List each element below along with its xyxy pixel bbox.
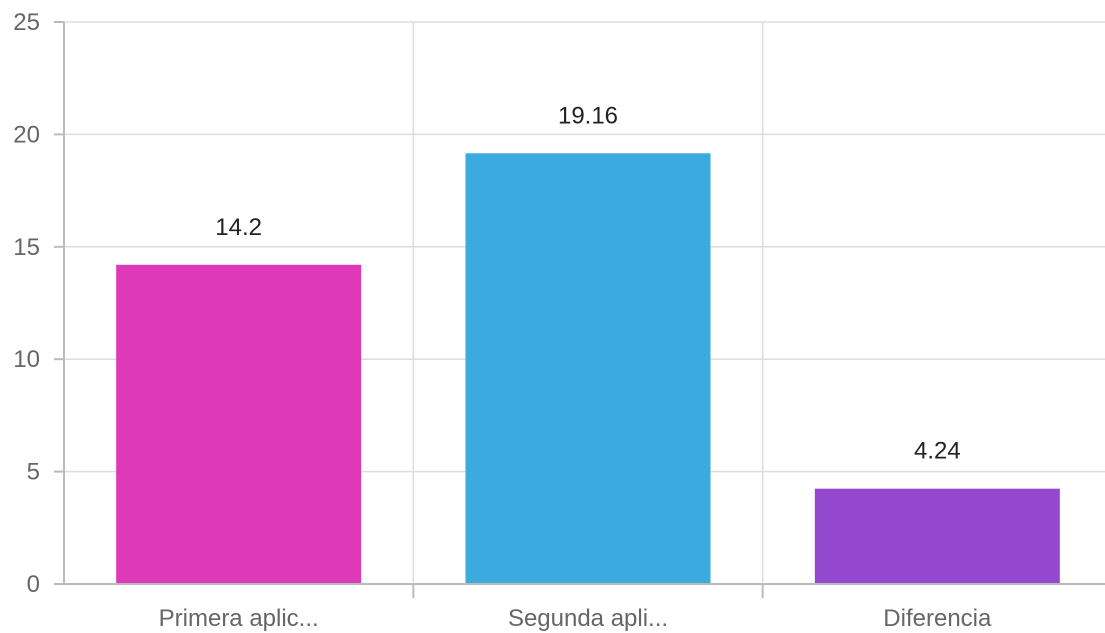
axes	[54, 21, 1105, 598]
bars	[116, 153, 1060, 584]
labels: 0 5 10 15 20 25 14.2 Primera aplic... 19.16 Segun…	[13, 9, 992, 632]
y-tick-label: 25	[13, 9, 40, 36]
bar[interactable]	[465, 153, 711, 584]
bar-value-label: 19.16	[558, 102, 618, 129]
bar[interactable]	[116, 264, 362, 584]
bar[interactable]	[814, 488, 1060, 584]
x-category-label: Segunda apli...	[508, 605, 668, 632]
y-tick-label: 20	[13, 121, 40, 148]
bar-value-label: 4.24	[914, 438, 961, 465]
y-tick-label: 5	[27, 459, 40, 486]
x-category-label: Diferencia	[883, 605, 992, 632]
y-tick-label: 10	[13, 346, 40, 373]
y-tick-label: 0	[27, 571, 40, 598]
x-category-label: Primera aplic...	[159, 605, 319, 632]
y-tick-label: 15	[13, 234, 40, 261]
bar-value-label: 14.2	[215, 214, 262, 241]
